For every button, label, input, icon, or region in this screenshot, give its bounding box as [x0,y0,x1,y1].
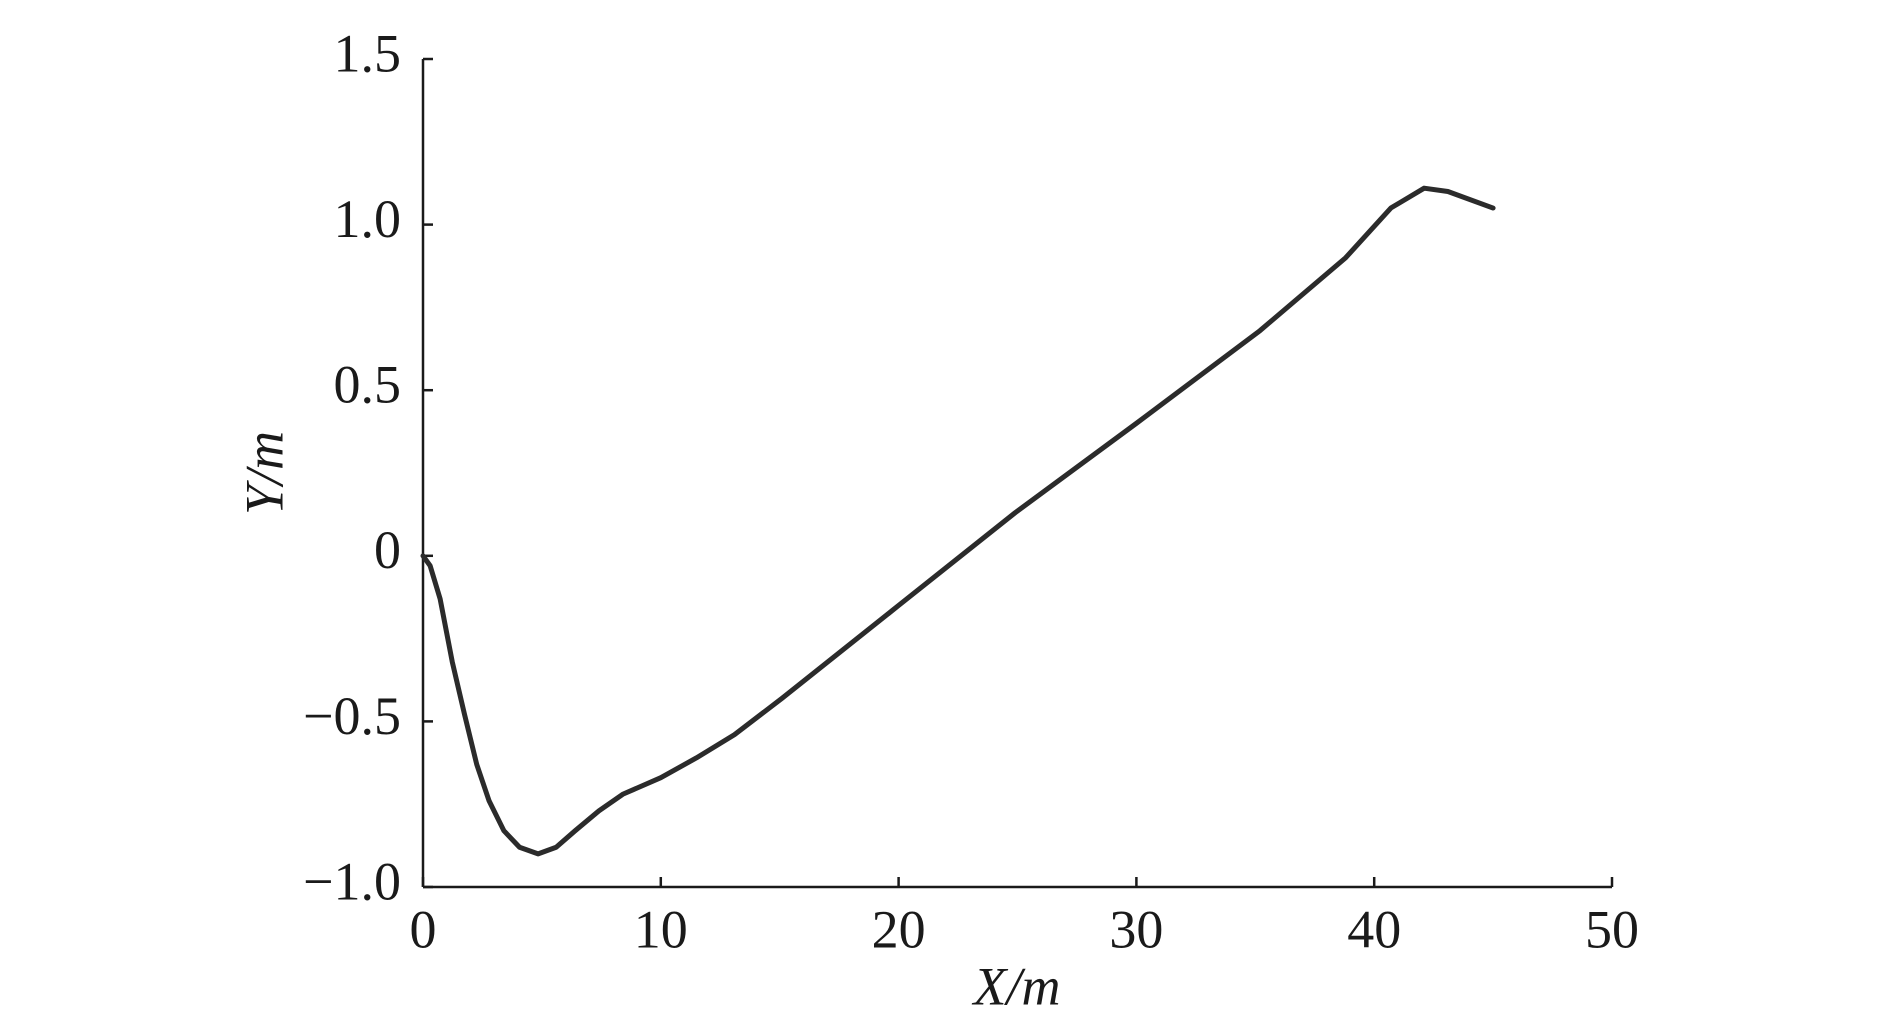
y-tick-label: 1.5 [334,23,402,83]
y-tick-label: 0.5 [334,355,402,415]
x-tick-label: 10 [634,899,688,959]
y-tick-label: −0.5 [303,686,401,746]
x-tick-label: 50 [1585,899,1639,959]
y-tick-label: 0 [374,520,401,580]
y-tick-label: −1.0 [303,851,401,911]
x-tick-label: 30 [1109,899,1163,959]
data-line [420,185,1496,857]
y-tick-label: 1.0 [334,189,402,249]
x-tick-label: 0 [410,899,437,959]
x-tick-label: 40 [1347,899,1401,959]
y-axis-title: Y/m [234,431,294,515]
x-tick-label: 20 [872,899,926,959]
x-axis-title: X/m [972,956,1061,1016]
